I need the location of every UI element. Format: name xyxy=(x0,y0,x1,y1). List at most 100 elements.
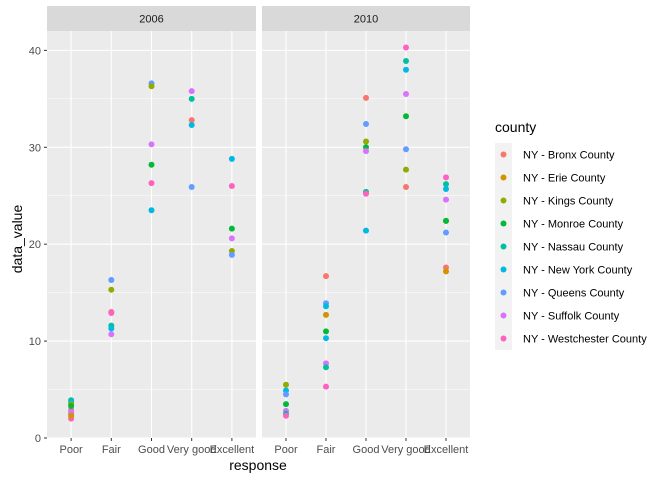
legend-swatch xyxy=(500,197,507,204)
y-tick-label: 20 xyxy=(29,239,41,251)
data-point-ny-queens-county xyxy=(403,146,409,153)
data-point-ny-suffolk-county xyxy=(403,90,409,97)
data-point-ny-queens-county xyxy=(443,229,449,236)
data-point-ny-suffolk-county xyxy=(148,141,155,148)
y-tick-label: 0 xyxy=(35,433,41,445)
data-point-ny-westchester-county xyxy=(403,44,409,51)
data-point-ny-queens-county xyxy=(283,391,289,398)
data-point-ny-westchester-county xyxy=(228,183,235,190)
data-point-ny-monroe-county xyxy=(68,403,75,410)
legend-item-ny-suffolk-county: NY - Suffolk County xyxy=(495,304,620,327)
legend-label: NY - Suffolk County xyxy=(523,311,620,323)
data-point-ny-new-york-county xyxy=(323,303,329,310)
legend-swatch xyxy=(500,220,507,227)
legend-title: county xyxy=(495,119,536,135)
legend-item-ny-erie-county: NY - Erie County xyxy=(495,166,606,189)
legend-swatch xyxy=(500,174,507,181)
data-point-ny-monroe-county xyxy=(148,161,155,168)
data-point-ny-westchester-county xyxy=(323,383,329,390)
y-axis-title: data_value xyxy=(9,205,25,274)
data-point-ny-new-york-county xyxy=(323,335,329,342)
data-point-ny-suffolk-county xyxy=(188,88,195,95)
data-point-ny-new-york-county xyxy=(363,227,369,234)
legend-item-ny-nassau-county: NY - Nassau County xyxy=(495,235,624,258)
legend-swatch xyxy=(500,151,507,158)
data-point-ny-monroe-county xyxy=(323,328,329,335)
data-point-ny-suffolk-county xyxy=(228,235,235,242)
legend-item-ny-kings-county: NY - Kings County xyxy=(495,189,614,212)
legend-label: NY - Bronx County xyxy=(523,150,615,162)
x-tick-label: Very good xyxy=(381,444,431,456)
data-point-ny-nassau-county xyxy=(323,364,329,371)
data-point-ny-nassau-county xyxy=(188,95,195,102)
data-point-ny-new-york-county xyxy=(228,155,235,162)
data-point-ny-kings-county xyxy=(283,381,289,388)
legend-label: NY - Monroe County xyxy=(523,219,624,231)
legend-items: NY - Bronx County NY - Erie County NY - Ki… xyxy=(495,143,647,350)
data-point-ny-kings-county xyxy=(108,286,115,293)
legend-item-ny-new-york-county: NY - New York County xyxy=(495,258,633,281)
x-tick-label: Very good xyxy=(167,444,217,456)
legend: county NY - Bronx County NY - Erie County… xyxy=(495,119,647,350)
legend-label: NY - Nassau County xyxy=(523,242,624,254)
x-tick-label: Poor xyxy=(274,444,298,456)
legend-label: NY - Erie County xyxy=(523,173,606,185)
legend-swatch xyxy=(500,243,507,250)
data-point-ny-westchester-county xyxy=(108,309,115,316)
x-tick-label: Excellent xyxy=(424,444,469,456)
data-point-ny-new-york-county xyxy=(443,185,449,192)
facet-strip-label: 2010 xyxy=(354,14,378,26)
data-point-ny-queens-county xyxy=(363,121,369,128)
legend-item-ny-bronx-county: NY - Bronx County xyxy=(495,143,615,166)
legend-label: NY - New York County xyxy=(523,265,633,277)
x-tick-label: Good xyxy=(353,444,380,456)
data-point-ny-suffolk-county xyxy=(363,148,369,155)
data-point-ny-bronx-county xyxy=(403,184,409,191)
data-point-ny-monroe-county xyxy=(283,401,289,408)
facet-strip-label: 2006 xyxy=(139,14,163,26)
y-axis: 0 10 20 30 40 xyxy=(29,45,47,445)
data-point-ny-westchester-county xyxy=(443,174,449,181)
facet-strip xyxy=(262,6,470,31)
data-point-ny-kings-county xyxy=(403,166,409,173)
data-point-ny-new-york-county xyxy=(148,207,155,214)
legend-item-ny-queens-county: NY - Queens County xyxy=(495,281,625,304)
data-point-ny-new-york-county xyxy=(403,66,409,73)
x-tick-label: Poor xyxy=(59,444,83,456)
data-point-ny-new-york-county xyxy=(108,325,115,332)
y-tick-label: 30 xyxy=(29,142,41,154)
data-point-ny-bronx-county xyxy=(188,117,195,124)
data-point-ny-suffolk-county xyxy=(443,196,449,203)
legend-label: NY - Kings County xyxy=(523,196,614,208)
legend-item-ny-monroe-county: NY - Monroe County xyxy=(495,212,624,235)
data-point-ny-queens-county xyxy=(228,251,235,258)
y-tick-label: 10 xyxy=(29,336,41,348)
data-point-ny-queens-county xyxy=(108,277,115,284)
data-point-ny-bronx-county xyxy=(323,273,329,280)
x-tick-label: Good xyxy=(138,444,165,456)
x-axis-title: response xyxy=(229,457,287,473)
data-point-ny-nassau-county xyxy=(443,181,449,188)
data-point-ny-kings-county xyxy=(148,83,155,90)
data-point-ny-erie-county xyxy=(443,268,449,275)
x-tick-label: Excellent xyxy=(210,444,255,456)
data-point-ny-monroe-county xyxy=(403,113,409,120)
x-tick-label: Fair xyxy=(102,444,121,456)
data-point-ny-kings-county xyxy=(363,138,369,145)
legend-label: NY - Queens County xyxy=(523,288,625,300)
legend-swatch xyxy=(500,266,507,273)
data-point-ny-erie-county xyxy=(323,311,329,318)
data-point-ny-nassau-county xyxy=(403,58,409,65)
data-point-ny-bronx-county xyxy=(363,94,369,101)
data-point-ny-queens-county xyxy=(188,184,195,191)
data-point-ny-monroe-county xyxy=(228,225,235,232)
legend-label: NY - Westchester County xyxy=(523,334,647,346)
data-point-ny-westchester-county xyxy=(283,412,289,419)
legend-swatch xyxy=(500,312,507,319)
y-tick-label: 40 xyxy=(29,45,41,57)
data-point-ny-westchester-county xyxy=(363,190,369,197)
legend-item-ny-westchester-county: NY - Westchester County xyxy=(495,327,647,350)
